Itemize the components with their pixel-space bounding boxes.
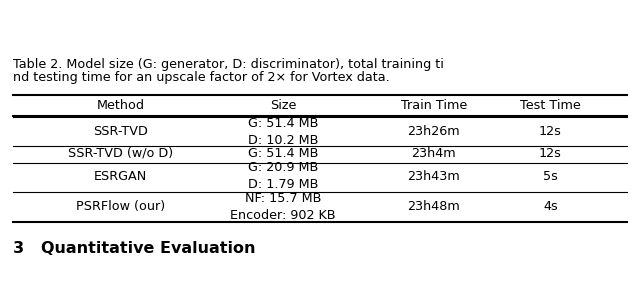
- Text: 23h48m: 23h48m: [407, 200, 460, 213]
- Text: PSRFlow (our): PSRFlow (our): [76, 200, 165, 213]
- Text: 12s: 12s: [539, 125, 562, 138]
- Text: SSR-TVD: SSR-TVD: [93, 125, 148, 138]
- Text: SSR-TVD (w/o D): SSR-TVD (w/o D): [68, 147, 173, 160]
- Text: nd testing time for an upscale factor of 2× for Vortex data.: nd testing time for an upscale factor of…: [13, 71, 390, 84]
- Text: Encoder: 902 KB: Encoder: 902 KB: [230, 209, 336, 222]
- Text: Train Time: Train Time: [401, 100, 467, 112]
- Text: Method: Method: [97, 100, 145, 112]
- Text: ESRGAN: ESRGAN: [93, 170, 147, 183]
- Text: 4s: 4s: [543, 200, 558, 213]
- Text: 3   Quantitative Evaluation: 3 Quantitative Evaluation: [13, 241, 255, 256]
- Text: G: 51.4 MB: G: 51.4 MB: [248, 117, 318, 130]
- Text: NF: 15.7 MB: NF: 15.7 MB: [245, 192, 321, 205]
- Text: 23h43m: 23h43m: [407, 170, 460, 183]
- Text: D: 10.2 MB: D: 10.2 MB: [248, 134, 318, 147]
- Text: Table 2. Model size (G: generator, D: discriminator), total training ti: Table 2. Model size (G: generator, D: di…: [13, 58, 444, 71]
- Text: G: 20.9 MB: G: 20.9 MB: [248, 161, 318, 174]
- Text: 12s: 12s: [539, 147, 562, 160]
- Text: D: 1.79 MB: D: 1.79 MB: [248, 178, 318, 191]
- Text: G: 51.4 MB: G: 51.4 MB: [248, 147, 318, 160]
- Text: Size: Size: [270, 100, 296, 112]
- Text: 23h4m: 23h4m: [412, 147, 456, 160]
- Text: 23h26m: 23h26m: [407, 125, 460, 138]
- Text: 5s: 5s: [543, 170, 558, 183]
- Text: Test Time: Test Time: [520, 100, 580, 112]
